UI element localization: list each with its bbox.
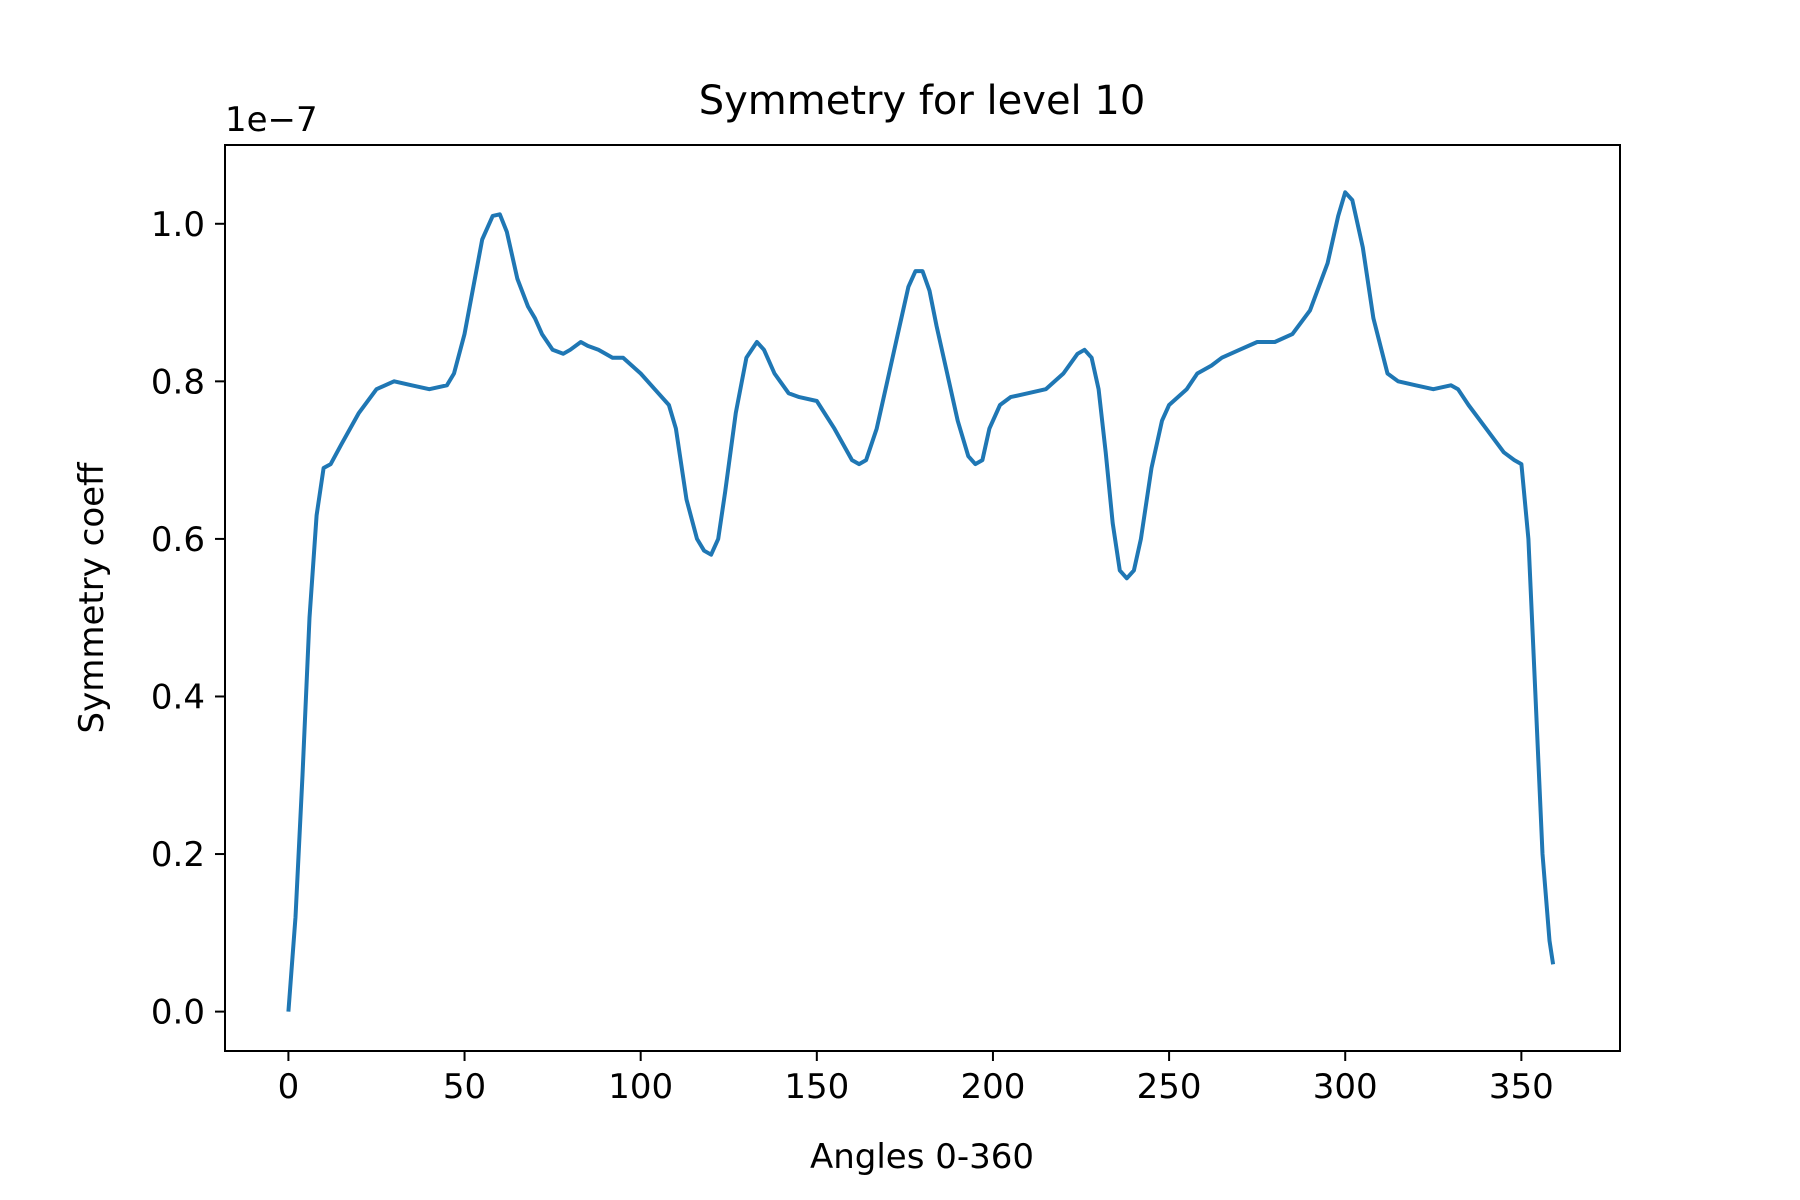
x-tick-label: 100 [608, 1067, 673, 1107]
y-tick-label: 0.0 [151, 993, 205, 1033]
y-tick-label: 0.8 [151, 362, 205, 402]
x-tick-label: 200 [961, 1067, 1026, 1107]
y-tick-label: 0.6 [151, 520, 205, 560]
y-tick-label: 0.4 [151, 677, 205, 717]
y-tick-label: 0.2 [151, 835, 205, 875]
plot-frame [224, 144, 1621, 1052]
chart-title: Symmetry for level 10 [699, 78, 1146, 124]
x-tick-label: 150 [784, 1067, 849, 1107]
y-tick-label: 1.0 [151, 205, 205, 245]
x-tick-label: 50 [443, 1067, 486, 1107]
series-line-0 [286, 190, 1556, 1012]
y-offset-label: 1e−7 [225, 100, 318, 140]
x-tick-label: 0 [278, 1067, 300, 1107]
y-axis: 0.0 0.2 0.4 0.6 0.8 1.0 [151, 205, 225, 1033]
y-axis-label: Symmetry coeff [72, 461, 112, 734]
x-axis: 0 50 100 150 200 250 300 350 [278, 1051, 1554, 1107]
x-axis-label: Angles 0-360 [810, 1137, 1034, 1177]
x-tick-label: 350 [1489, 1067, 1554, 1107]
x-tick-label: 250 [1137, 1067, 1202, 1107]
plot-layer [286, 190, 1556, 1012]
x-tick-label: 300 [1313, 1067, 1378, 1107]
